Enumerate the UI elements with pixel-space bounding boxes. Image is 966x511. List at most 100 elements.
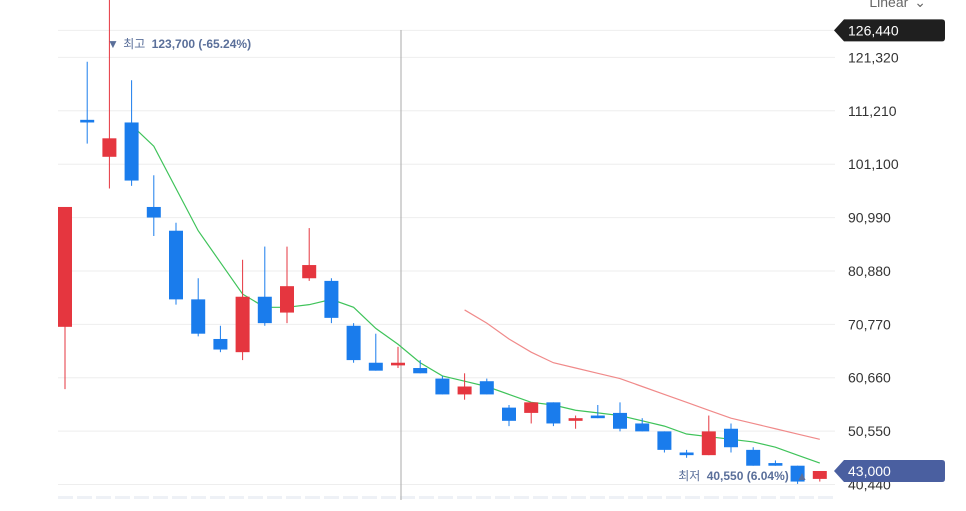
high-value: 123,700 (-65.24%)	[152, 37, 251, 51]
time-axis-dash	[533, 496, 548, 499]
time-axis-dash	[400, 496, 415, 499]
y-tick-label: 90,990	[848, 210, 891, 226]
time-axis-dash	[761, 496, 776, 499]
time-axis-dash	[590, 496, 605, 499]
scale-label: Linear	[869, 0, 909, 10]
candle-body	[413, 368, 428, 374]
high-annotation: ▼ 최고 123,700 (-65.24%)	[107, 37, 251, 51]
candle-body	[701, 431, 716, 456]
time-axis-dash	[419, 496, 434, 499]
candle-body	[502, 407, 516, 421]
y-tick-label: 111,210	[848, 103, 897, 119]
candle-body	[613, 412, 627, 429]
candle-body	[302, 265, 317, 279]
candle-body	[746, 449, 761, 466]
candle-body	[102, 138, 117, 157]
time-axis-dash	[362, 496, 377, 499]
y-tick-label: 50,550	[848, 423, 891, 439]
y-tick-label: 60,660	[848, 370, 891, 386]
y-axis: 121,320 111,210 101,100 90,990 80,880 70,770 6…	[848, 49, 899, 492]
time-axis-dash	[552, 496, 567, 499]
time-axis-dash	[609, 496, 624, 499]
low-annotation: 최저 40,550 (6.04%) ▲	[678, 469, 808, 483]
current-price-label: 43,000	[848, 463, 891, 479]
candle-body	[80, 119, 95, 123]
scale-toggle-button[interactable]: Linear ⌄	[869, 0, 926, 11]
high-label: 최고	[123, 37, 145, 51]
time-axis-dash	[495, 496, 510, 499]
candle-body	[590, 415, 605, 419]
time-axis-dash	[666, 496, 681, 499]
y-tick-label: 101,100	[848, 156, 899, 172]
time-axis-dash	[704, 496, 719, 499]
candle-body	[191, 299, 206, 334]
high-price-label: 126,440	[848, 22, 899, 38]
grid-lines	[58, 29, 835, 486]
candle-body	[568, 418, 583, 421]
moving-average-long	[464, 309, 820, 440]
time-axis-dash	[305, 496, 320, 499]
low-label: 최저	[678, 469, 700, 483]
time-axis-dash	[286, 496, 301, 499]
chevron-down-icon: ⌄	[914, 0, 926, 10]
candle-body	[146, 206, 161, 218]
candle-body	[724, 428, 738, 448]
time-axis-placeholder	[58, 496, 833, 499]
time-axis-dash	[134, 496, 149, 499]
time-axis-dash	[115, 496, 130, 499]
time-axis-dash	[742, 496, 757, 499]
moving-average-short	[131, 124, 821, 464]
candle-body	[391, 362, 405, 366]
time-axis-dash	[267, 496, 282, 499]
time-axis-dash	[191, 496, 206, 499]
time-axis-dash	[58, 496, 73, 499]
time-axis-dash	[438, 496, 453, 499]
candle-body	[58, 206, 72, 327]
candle-body	[812, 470, 827, 479]
candle-body	[435, 378, 450, 395]
time-axis-dash	[96, 496, 111, 499]
time-axis-dash	[343, 496, 358, 499]
time-axis-dash	[628, 496, 643, 499]
candle-body	[479, 381, 494, 395]
time-axis-dash	[77, 496, 92, 499]
candle-body	[546, 402, 561, 424]
high-price-badge: 126,440	[834, 19, 945, 42]
current-price-badge: 43,000	[834, 459, 945, 482]
low-value: 40,550 (6.04%)	[707, 469, 789, 483]
time-axis-dash	[476, 496, 491, 499]
time-axis-dash	[172, 496, 187, 499]
y-tick-label: 80,880	[848, 263, 891, 279]
candle-body	[235, 296, 250, 353]
candle-body	[257, 296, 272, 324]
time-axis-dash	[647, 496, 662, 499]
candle-body	[790, 465, 805, 482]
candle-body	[768, 463, 783, 466]
low-marker-icon: ▲	[796, 469, 808, 483]
candle-body	[657, 431, 672, 450]
time-axis-dash	[324, 496, 339, 499]
time-axis-dash	[457, 496, 472, 499]
candlesticks	[58, 0, 827, 484]
candle-body	[457, 386, 472, 395]
time-axis-dash	[685, 496, 700, 499]
time-axis-dash	[571, 496, 586, 499]
candle-body	[346, 325, 361, 361]
candle-body	[169, 230, 183, 300]
time-axis-dash	[153, 496, 168, 499]
time-axis-dash	[723, 496, 738, 499]
time-axis-dash	[210, 496, 225, 499]
candle-body	[679, 452, 694, 456]
time-axis-dash	[248, 496, 263, 499]
candle-body	[324, 280, 339, 318]
candle-body	[524, 402, 539, 413]
candle-body	[213, 338, 228, 350]
time-axis-dash	[799, 496, 814, 499]
candle-body	[635, 423, 650, 432]
y-tick-label: 121,320	[848, 49, 899, 65]
time-axis-dash	[780, 496, 795, 499]
time-axis-dash	[229, 496, 244, 499]
time-axis-dash	[381, 496, 396, 499]
ma-short-line	[131, 124, 821, 464]
